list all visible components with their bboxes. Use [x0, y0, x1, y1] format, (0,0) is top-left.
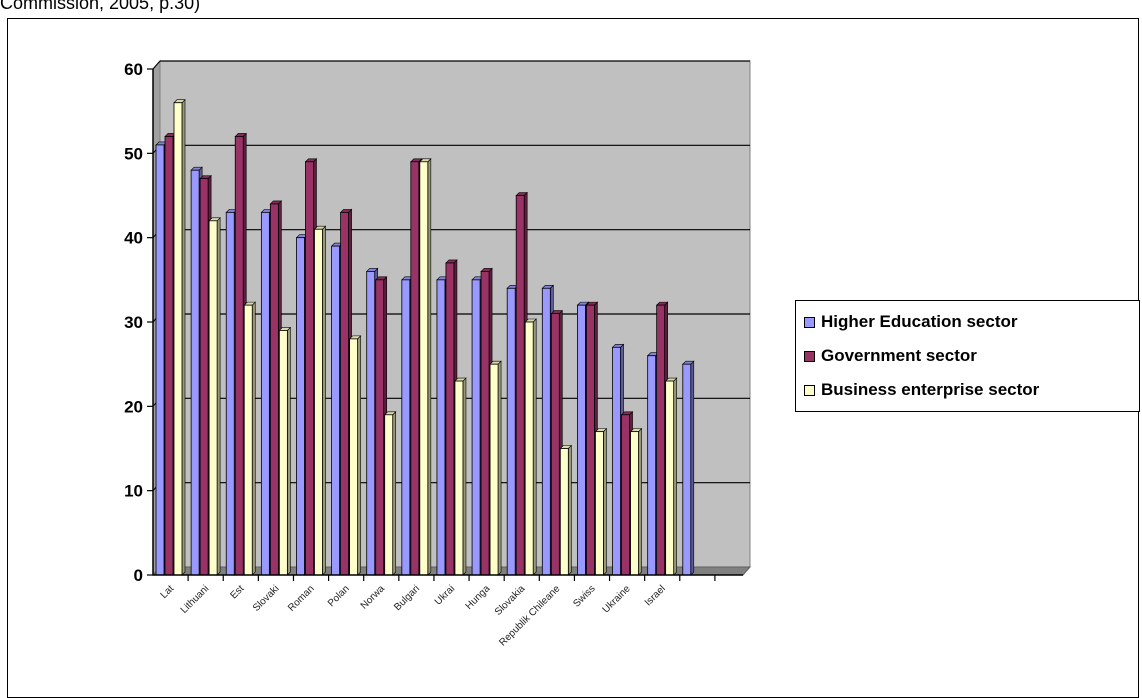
bar — [164, 136, 174, 576]
y-tick-label: 50 — [124, 144, 143, 163]
x-tick-label: Lat — [159, 583, 177, 601]
bar-side — [357, 335, 361, 576]
x-tick-label: Ukraine — [601, 583, 633, 615]
bar — [269, 203, 279, 576]
bar — [243, 304, 253, 576]
figure-caption: Commission, 2005, p.30) — [0, 0, 201, 13]
bar — [630, 431, 639, 576]
bar — [647, 355, 657, 576]
bar — [445, 262, 455, 576]
bar-side — [251, 301, 256, 576]
bar — [384, 414, 394, 576]
bar — [621, 414, 630, 576]
bar — [682, 363, 692, 576]
bar-side — [392, 411, 397, 576]
y-tick-label: 40 — [124, 229, 143, 248]
legend-swatch-government — [804, 350, 815, 362]
legend-swatch-higher-education — [804, 316, 815, 328]
legend-item-higher-education: Higher Education sector — [804, 311, 1017, 333]
x-tick-label: Est — [228, 583, 246, 601]
bar — [489, 363, 499, 576]
bar — [612, 346, 621, 576]
bar — [260, 211, 270, 576]
bar — [436, 279, 446, 576]
bar-side — [638, 427, 642, 576]
bar — [349, 338, 358, 576]
bar — [419, 161, 429, 576]
bar-side — [568, 444, 572, 576]
bar — [586, 304, 595, 576]
bar — [595, 431, 604, 576]
bar — [278, 330, 288, 576]
x-tick-label: Slovaki — [251, 583, 282, 614]
bar — [541, 287, 551, 576]
bar — [665, 380, 675, 576]
bar — [190, 169, 200, 576]
bar-side — [322, 225, 326, 576]
bar-side — [427, 158, 432, 576]
bar — [208, 220, 218, 576]
bar — [524, 321, 534, 576]
bar — [656, 304, 666, 576]
x-tick-label: Hunga — [464, 583, 493, 612]
bar — [366, 270, 376, 576]
bar — [305, 161, 314, 576]
bar — [340, 211, 349, 576]
bar-side — [462, 377, 467, 576]
x-tick-label: Lithuani — [179, 583, 212, 616]
x-tick-label: Ukrai — [433, 583, 457, 607]
x-tick-label: Roman — [286, 583, 317, 614]
y-tick-label: 60 — [124, 60, 143, 79]
x-tick-label: Bulgari — [392, 583, 422, 613]
bar-side — [690, 360, 695, 576]
gridline-side — [152, 60, 161, 70]
bar — [173, 102, 183, 576]
bar — [506, 287, 516, 576]
bar-side — [603, 427, 607, 576]
x-tick-label: Republik Chileane — [497, 583, 562, 648]
legend-label-business: Business enterprise sector — [821, 380, 1040, 399]
bar — [480, 270, 490, 576]
bar — [155, 144, 165, 576]
bar — [577, 304, 586, 576]
legend-swatch-business — [804, 384, 815, 396]
legend-label-higher-education: Higher Education sector — [821, 312, 1018, 331]
bar — [471, 279, 481, 576]
bar — [225, 211, 235, 576]
bar-side — [532, 318, 537, 576]
x-tick-label: Israel — [643, 583, 668, 608]
bar — [550, 313, 560, 576]
y-tick-label: 30 — [124, 313, 143, 332]
x-tick-label: Swiss — [571, 583, 597, 609]
bar-side — [181, 99, 186, 576]
bar — [314, 228, 323, 576]
y-tick-label: 20 — [124, 397, 143, 416]
legend-item-business: Business enterprise sector — [804, 379, 1039, 401]
legend: Higher Education sector Government secto… — [795, 300, 1140, 412]
x-tick-label: Polan — [326, 583, 352, 609]
bar — [331, 245, 340, 576]
bar — [375, 279, 385, 576]
bar — [410, 161, 420, 576]
legend-item-government: Government sector — [804, 345, 977, 367]
bar — [401, 279, 411, 576]
bar — [296, 237, 305, 576]
y-tick-label: 0 — [134, 566, 143, 585]
bar — [559, 448, 569, 576]
bar-side — [287, 326, 291, 576]
bar — [515, 195, 525, 576]
x-tick-label: Norwa — [359, 583, 388, 612]
y-tick-label: 10 — [124, 482, 143, 501]
bar — [199, 178, 209, 576]
bar-side — [216, 217, 221, 576]
bar-side — [673, 377, 677, 576]
x-tick-label: Slovakia — [493, 583, 528, 618]
bar — [234, 136, 244, 576]
bar — [454, 380, 464, 576]
legend-label-government: Government sector — [821, 346, 977, 365]
bar-side — [497, 360, 502, 576]
